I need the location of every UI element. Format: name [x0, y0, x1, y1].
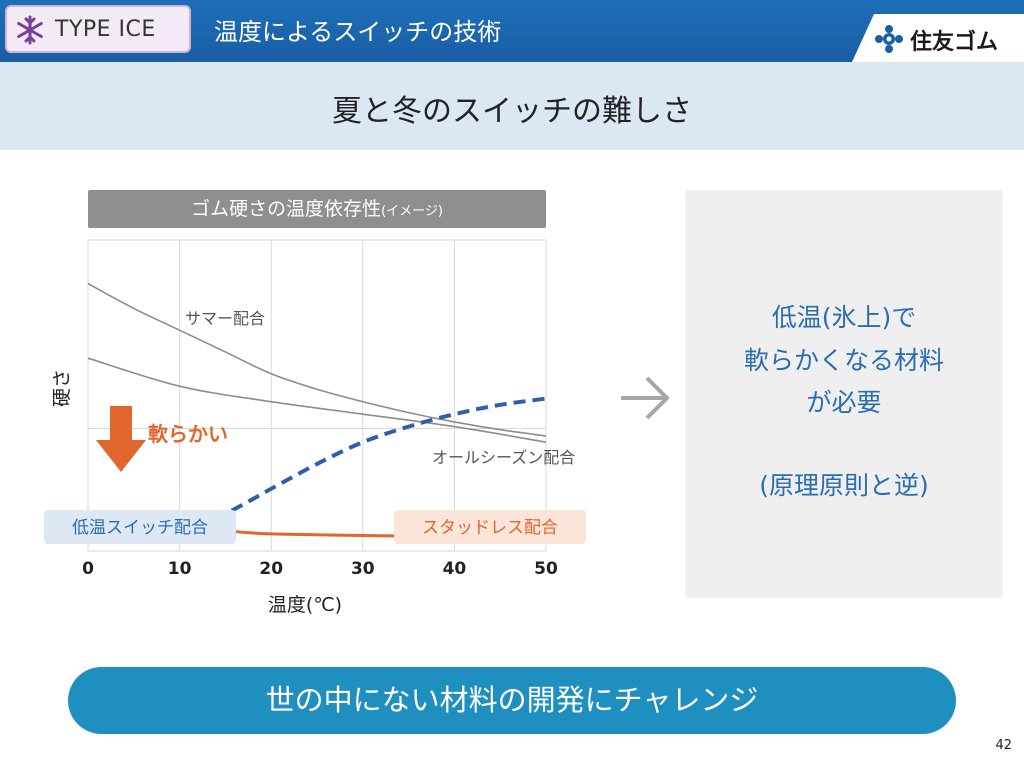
type-ice-badge: TYPE ICE [5, 5, 191, 53]
low-temp-switch-tag-box [44, 510, 236, 544]
snowflake-icon [17, 15, 43, 45]
header-title: 温度によるスイッチの技術 [214, 18, 502, 46]
all-season-series-label: オールシーズン配合 [432, 448, 575, 467]
slide-subtitle: 夏と冬のスイッチの難しさ [332, 94, 692, 129]
x-tick-label-5: 50 [534, 559, 558, 579]
chart-title-main: ゴム硬さの温度依存性 [191, 198, 382, 220]
x-tick-label-3: 30 [351, 559, 375, 579]
chart-title: ゴム硬さの温度依存性(イメージ) [88, 190, 546, 228]
low-temp-switch-tag-label: 低温スイッチ配合 [72, 518, 208, 538]
subtitle-band: 夏と冬のスイッチの難しさ [0, 62, 1024, 150]
badge-label: TYPE ICE [55, 17, 156, 42]
page-number: 42 [995, 738, 1012, 753]
chart-title-suffix: (イメージ) [381, 204, 443, 219]
company-logo-text: 住友ゴム [910, 30, 999, 55]
y-axis-label: 硬さ [51, 369, 73, 407]
conclusion-line-5: (原理原則と逆) [759, 471, 929, 500]
conclusion-line-1: 低温(氷上)で [771, 303, 917, 332]
header-bar: TYPE ICE 温度によるスイッチの技術 [0, 0, 1024, 58]
series-line-1 [87, 357, 547, 443]
x-tick-label-0: 0 [82, 559, 94, 579]
header-underline [0, 58, 1024, 62]
soft-annotation: 軟らかい [148, 422, 228, 446]
x-axis-label: 温度(℃) [268, 594, 342, 616]
summer-series-label: サマー配合 [185, 309, 265, 328]
conclusion-line-3: が必要 [806, 388, 882, 417]
company-logo-icon [875, 25, 903, 53]
challenge-banner: 世の中にない材料の開発にチャレンジ [68, 667, 956, 734]
x-tick-label-2: 20 [259, 559, 283, 579]
conclusion-panel: 低温(氷上)で 軟らかくなる材料 が必要 (原理原則と逆) [685, 190, 1003, 598]
studless-tag-box [394, 510, 586, 544]
conclusion-line-2: 軟らかくなる材料 [743, 346, 944, 375]
series-line-0 [87, 282, 547, 437]
studless-tag-label: スタッドレス配合 [422, 518, 558, 538]
x-tick-label-4: 40 [443, 559, 467, 579]
x-tick-label-1: 10 [168, 559, 192, 579]
series-line-2 [87, 396, 547, 543]
arrow-right-icon [621, 376, 670, 420]
soft-down-arrow-icon [96, 406, 146, 472]
